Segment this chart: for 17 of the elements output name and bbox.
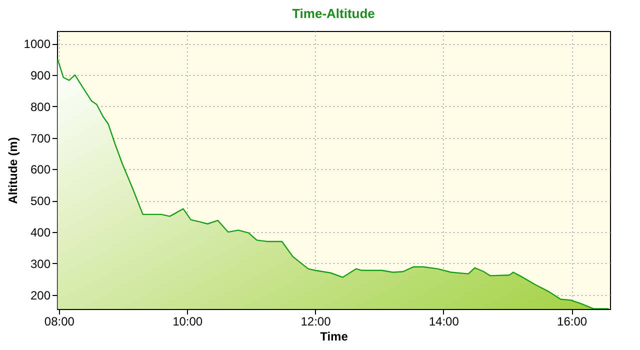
y-axis-title: Altitude (m) [6,137,20,204]
x-axis-title: Time [320,330,348,344]
y-tick-label: 500 [30,194,51,208]
x-tick-label: 10:00 [172,314,203,328]
y-tick-label: 700 [30,131,51,146]
y-tick-label: 400 [30,226,51,240]
y-tick-label: 200 [30,288,51,302]
y-tick-label: 900 [30,68,51,82]
y-tick-label: 1000 [24,37,51,52]
y-tick-label: 600 [30,162,51,177]
y-tick-label: 300 [30,256,51,271]
x-tick-label: 12:00 [300,314,332,328]
chart-title: Time-Altitude [292,6,375,21]
x-tick-label: 08:00 [44,314,75,328]
y-tick-label: 800 [30,100,51,114]
x-tick-label: 16:00 [557,314,588,328]
x-tick-label: 14:00 [428,314,460,328]
